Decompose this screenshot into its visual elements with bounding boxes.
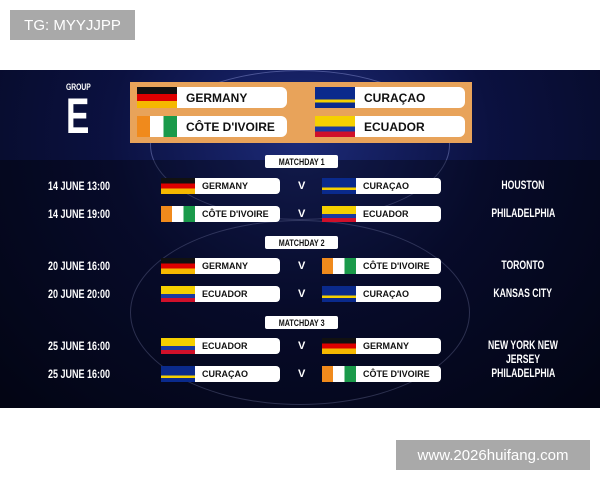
germany-flag-icon: [137, 87, 177, 108]
cote-divoire-flag-icon: [137, 116, 177, 137]
team-name: CURAÇAO: [363, 289, 409, 299]
team-name: ECUADOR: [202, 289, 248, 299]
venue-city: PHILADELPHIA: [491, 366, 555, 380]
group-e-schedule-poster: GROUP E GERMANY CURAÇAO CÔTE D'IVOIRE EC…: [0, 70, 600, 408]
versus: V: [298, 180, 306, 192]
home-team: ECUADOR: [161, 286, 280, 302]
match-row: 20 JUNE 20:00 ECUADOR V CURAÇAO KANSAS C…: [0, 286, 600, 302]
group-team: GERMANY: [137, 87, 287, 108]
team-name: GERMANY: [186, 90, 248, 105]
match-date: 20 JUNE 20:00: [48, 287, 111, 301]
match-date: 20 JUNE 16:00: [48, 259, 111, 273]
team-name: CÔTE D'IVOIRE: [202, 209, 269, 219]
group-team: ECUADOR: [315, 116, 465, 137]
ecuador-flag-icon: [315, 116, 355, 137]
away-team: CURAÇAO: [322, 286, 441, 302]
venue-city: NEW YORK NEW JERSEY: [488, 338, 558, 366]
away-team: CURAÇAO: [322, 178, 441, 194]
team-name: CÔTE D'IVOIRE: [363, 369, 430, 379]
matchday-label: MATCHDAY 1: [265, 155, 338, 168]
away-flag-icon: [322, 178, 356, 194]
versus: V: [298, 340, 306, 352]
match-row: 14 JUNE 13:00 GERMANY V CURAÇAO HOUSTON: [0, 178, 600, 194]
away-team: CÔTE D'IVOIRE: [322, 366, 441, 382]
team-name: GERMANY: [202, 181, 249, 191]
schedule-band: [0, 160, 600, 408]
matchday-label: MATCHDAY 2: [265, 236, 338, 249]
team-name: GERMANY: [202, 261, 249, 271]
match-date: 14 JUNE 19:00: [48, 207, 111, 221]
match-row: 20 JUNE 16:00 GERMANY V CÔTE D'IVOIRE TO…: [0, 258, 600, 274]
team-name: ECUADOR: [363, 209, 409, 219]
team-name: CÔTE D'IVOIRE: [186, 119, 275, 134]
match-row: 25 JUNE 16:00 ECUADOR V GERMANY NEW YORK…: [0, 338, 600, 366]
versus: V: [298, 368, 306, 380]
team-name: CURAÇAO: [364, 90, 426, 105]
team-name: GERMANY: [363, 341, 410, 351]
pitch-arc: [150, 70, 450, 220]
watermark-top: TG: MYYJJPP: [10, 10, 135, 40]
versus: V: [298, 288, 306, 300]
away-flag-icon: [322, 338, 356, 354]
matchday-label: MATCHDAY 3: [265, 316, 338, 329]
home-flag-icon: [161, 206, 195, 222]
group-team: CÔTE D'IVOIRE: [137, 116, 287, 137]
team-name: CURAÇAO: [202, 369, 248, 379]
venue-city: KANSAS CITY: [493, 286, 553, 300]
away-team: GERMANY: [322, 338, 441, 354]
pitch-arc: [130, 220, 470, 405]
home-flag-icon: [161, 258, 195, 274]
group-letter: E: [66, 88, 90, 144]
match-row: 14 JUNE 19:00 CÔTE D'IVOIRE V ECUADOR PH…: [0, 206, 600, 222]
group-teams-box: GERMANY CURAÇAO CÔTE D'IVOIRE ECUADOR: [130, 82, 472, 143]
venue-city: TORONTO: [501, 258, 545, 272]
home-team: CURAÇAO: [161, 366, 280, 382]
venue-city: PHILADELPHIA: [491, 206, 555, 220]
group-team: CURAÇAO: [315, 87, 465, 108]
versus: V: [298, 208, 306, 220]
match-date: 25 JUNE 16:00: [48, 339, 111, 353]
home-flag-icon: [161, 286, 195, 302]
home-team: GERMANY: [161, 178, 280, 194]
home-flag-icon: [161, 366, 195, 382]
watermark-bottom: www.2026huifang.com: [396, 440, 590, 470]
home-flag-icon: [161, 338, 195, 354]
match-date: 25 JUNE 16:00: [48, 367, 111, 381]
team-name: ECUADOR: [202, 341, 248, 351]
venue-city: HOUSTON: [501, 178, 545, 192]
match-row: 25 JUNE 16:00 CURAÇAO V CÔTE D'IVOIRE PH…: [0, 366, 600, 382]
away-flag-icon: [322, 366, 356, 382]
team-name: CÔTE D'IVOIRE: [363, 261, 430, 271]
home-team: GERMANY: [161, 258, 280, 274]
match-date: 14 JUNE 13:00: [48, 179, 111, 193]
away-flag-icon: [322, 206, 356, 222]
home-team: ECUADOR: [161, 338, 280, 354]
away-flag-icon: [322, 286, 356, 302]
curacao-flag-icon: [315, 87, 355, 108]
versus: V: [298, 260, 306, 272]
team-name: ECUADOR: [364, 119, 425, 134]
away-team: CÔTE D'IVOIRE: [322, 258, 441, 274]
home-flag-icon: [161, 178, 195, 194]
away-flag-icon: [322, 258, 356, 274]
home-team: CÔTE D'IVOIRE: [161, 206, 280, 222]
away-team: ECUADOR: [322, 206, 441, 222]
group-label: GROUP: [66, 82, 91, 92]
team-name: CURAÇAO: [363, 181, 409, 191]
